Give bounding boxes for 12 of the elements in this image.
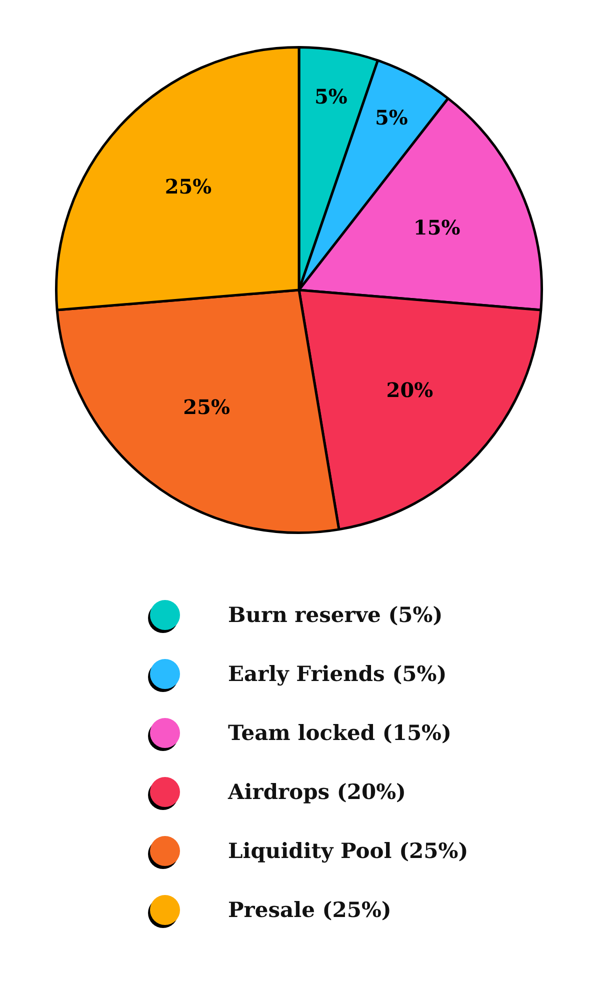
- data-label: 15%: [413, 216, 460, 240]
- legend-label: Early Friends (5%): [228, 661, 447, 686]
- legend-label: Liquidity Pool (25%): [228, 838, 468, 863]
- data-label: 25%: [183, 394, 230, 419]
- data-label: 25%: [164, 174, 212, 198]
- legend-label: Team locked (15%): [228, 720, 452, 745]
- data-label: 5%: [374, 105, 408, 130]
- legend-label: Presale (25%): [228, 897, 392, 922]
- data-label: 5%: [314, 84, 348, 109]
- legend-label: Airdrops (20%): [228, 779, 406, 804]
- legend-label: Burn reserve (5%): [228, 602, 443, 627]
- data-label: 20%: [386, 378, 434, 402]
